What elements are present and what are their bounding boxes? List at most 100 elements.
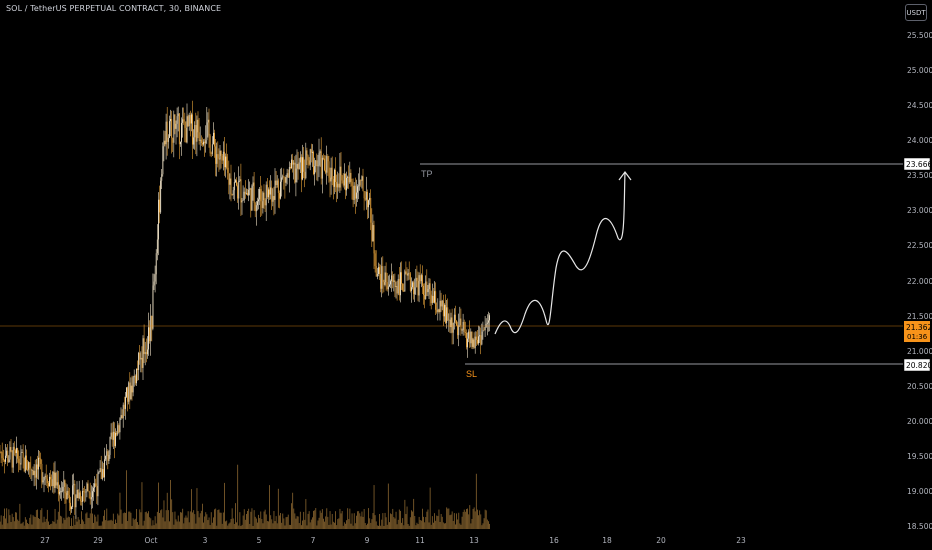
candle-body (392, 275, 394, 282)
candle-body (145, 352, 147, 355)
volume-bar (307, 513, 309, 529)
candle-body (345, 173, 346, 191)
volume-bar (303, 511, 305, 529)
symbol-title: SOL / TetherUS PERPETUAL CONTRACT, 30, B… (6, 4, 222, 13)
candle-body (209, 135, 211, 154)
candle-body (105, 455, 107, 460)
volume-bar (142, 525, 144, 529)
currency-unit-button[interactable]: USDT (905, 4, 927, 21)
volume-bar (93, 522, 94, 529)
volume-bar (227, 525, 229, 529)
candle-body (378, 267, 379, 274)
volume-bar (186, 517, 188, 529)
candle-body (416, 277, 418, 281)
candle-body (301, 157, 302, 180)
candle-body (149, 327, 151, 341)
take-profit-label: TP (421, 169, 433, 179)
volume-bar (408, 525, 410, 529)
candle-body (30, 467, 32, 471)
candle-body (116, 432, 118, 435)
volume-bar (301, 525, 302, 529)
volume-bar (405, 514, 407, 529)
candle-body (217, 154, 219, 159)
candle-body (158, 199, 159, 240)
volume-bar (305, 499, 307, 529)
volume-bar (147, 513, 148, 529)
price-axis-label: 23.500 (907, 171, 932, 180)
volume-bar (407, 524, 409, 529)
volume-bar (251, 508, 253, 529)
candle-body (21, 452, 23, 454)
candle-body (238, 180, 240, 199)
time-axis[interactable]: 27 29 Oct 3 5 7 9 11 13 16 18 20 23 (40, 536, 746, 545)
candle-body (340, 166, 342, 176)
candle-body (96, 485, 98, 497)
candle-body (471, 331, 473, 347)
volume-bar (271, 519, 273, 529)
candle-body (0, 452, 2, 453)
volume-bar (327, 516, 329, 529)
candle-body (360, 179, 362, 181)
candle-body (180, 141, 181, 145)
volume-bar (470, 523, 472, 529)
volume-bar (21, 523, 23, 529)
volume-bar (66, 517, 68, 529)
volume-bar (313, 510, 314, 529)
candle-body (425, 281, 427, 300)
candle-body (218, 158, 220, 160)
candle-body (326, 156, 328, 173)
candle-body (20, 452, 22, 465)
candle-body (72, 485, 74, 508)
candle-body (27, 469, 28, 471)
volume-bar (364, 523, 366, 529)
candle-body (130, 385, 132, 400)
volume-bar (208, 517, 210, 529)
volume-bar (22, 521, 24, 529)
volume-bar (442, 522, 444, 529)
candle-body (411, 287, 412, 291)
candle-body (125, 396, 126, 409)
volume-bar (159, 512, 160, 529)
volume-bar (196, 488, 198, 529)
volume-bar (259, 518, 261, 529)
current-price-value: 21.362 (906, 323, 932, 332)
volume-bar (126, 470, 127, 529)
candle-body (412, 282, 413, 288)
volume-bar (88, 518, 90, 529)
volume-bar (235, 503, 236, 529)
volume-bar (406, 506, 408, 529)
candle-body (19, 463, 21, 465)
price-axis[interactable]: 25.500 25.000 24.500 24.000 23.500 23.00… (907, 31, 932, 531)
candle-body (42, 480, 44, 483)
candle-body (440, 300, 442, 307)
candle-body (254, 202, 256, 212)
volume-bar (431, 516, 433, 529)
candle-body (244, 191, 246, 194)
candle-body (408, 272, 410, 274)
volume-bar (39, 518, 41, 529)
volume-bar (339, 508, 341, 529)
volume-bar (167, 510, 169, 529)
candle-body (321, 157, 323, 179)
candle-body (118, 425, 120, 433)
candle-body (472, 339, 474, 347)
projection-path[interactable] (494, 171, 626, 335)
candle-body (373, 225, 375, 254)
candle-body (247, 193, 248, 196)
stop-loss-label: SL (466, 369, 477, 379)
candle-body (329, 177, 331, 182)
candle-body (185, 127, 187, 143)
time-axis-label: 23 (736, 536, 746, 545)
volume-bar (150, 518, 152, 529)
volume-bar (483, 518, 485, 529)
volume-bar (480, 514, 482, 529)
current-price-tag: 21.362 01:36 (904, 321, 932, 342)
candle-body (160, 180, 162, 213)
volume-bar (82, 519, 83, 529)
volume-bar (341, 511, 343, 529)
volume-bar (86, 512, 88, 529)
volume-bar (374, 515, 376, 529)
candle-body (332, 179, 334, 187)
candle-body (336, 181, 338, 188)
